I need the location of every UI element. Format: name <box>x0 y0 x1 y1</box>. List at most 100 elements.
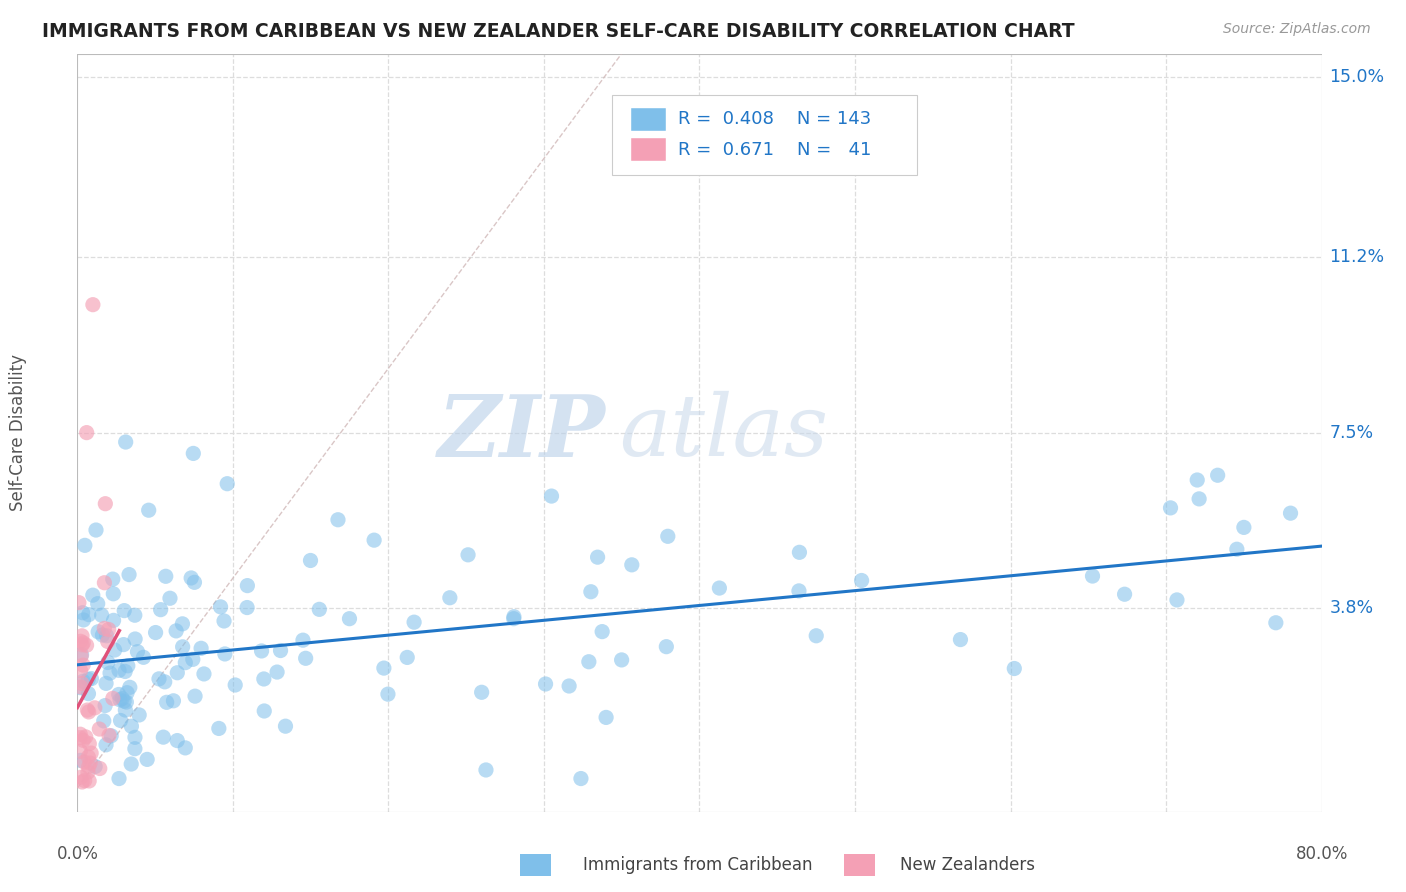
Point <box>591 624 613 639</box>
Point <box>1279 506 1302 520</box>
Point <box>114 665 136 679</box>
Point <box>94 676 117 690</box>
Text: Source: ZipAtlas.com: Source: ZipAtlas.com <box>1223 22 1371 37</box>
Point <box>108 664 131 678</box>
Point <box>93 575 115 590</box>
Point <box>120 757 142 772</box>
Point <box>181 446 204 460</box>
Point <box>91 628 114 642</box>
Point <box>180 571 202 585</box>
Point <box>299 553 322 567</box>
Point <box>112 694 135 708</box>
Point <box>209 599 232 614</box>
Point <box>90 608 112 623</box>
Point <box>250 644 273 658</box>
Point <box>253 704 276 718</box>
Point <box>100 729 122 743</box>
Point <box>77 774 100 789</box>
Point <box>1188 491 1211 506</box>
Point <box>127 645 149 659</box>
Text: 3.8%: 3.8% <box>1330 599 1374 617</box>
Point <box>128 708 150 723</box>
Point <box>103 613 125 627</box>
Text: atlas: atlas <box>619 392 828 474</box>
Point <box>174 656 197 670</box>
Point <box>69 634 91 648</box>
Point <box>115 695 138 709</box>
Point <box>579 584 602 599</box>
Point <box>138 503 160 517</box>
Point <box>373 661 395 675</box>
Point <box>101 691 124 706</box>
Point <box>190 641 212 656</box>
Point <box>132 650 155 665</box>
Point <box>124 632 146 646</box>
Point <box>112 638 135 652</box>
Point <box>124 741 146 756</box>
Point <box>70 770 93 784</box>
Point <box>80 672 103 686</box>
Point <box>72 606 94 620</box>
Point <box>108 693 131 707</box>
Point <box>69 680 91 694</box>
Point <box>76 638 98 652</box>
Point <box>949 632 972 647</box>
Point <box>86 597 108 611</box>
Point <box>149 602 172 616</box>
Point <box>152 730 174 744</box>
Point <box>214 647 236 661</box>
Point <box>80 746 103 760</box>
Point <box>72 733 94 747</box>
Point <box>503 609 526 624</box>
Point <box>1187 473 1209 487</box>
Point <box>1081 569 1104 583</box>
Point <box>70 676 93 690</box>
Point <box>69 753 91 767</box>
Point <box>76 425 98 440</box>
Text: IMMIGRANTS FROM CARIBBEAN VS NEW ZEALANDER SELF-CARE DISABILITY CORRELATION CHAR: IMMIGRANTS FROM CARIBBEAN VS NEW ZEALAND… <box>42 22 1074 41</box>
Point <box>439 591 461 605</box>
Point <box>787 583 810 598</box>
Point <box>103 587 125 601</box>
Point <box>115 686 138 700</box>
Point <box>69 681 91 695</box>
Point <box>111 691 134 706</box>
Point <box>534 677 557 691</box>
Point <box>97 623 120 637</box>
Point <box>578 655 600 669</box>
Point <box>851 574 873 588</box>
Point <box>93 714 115 728</box>
Point <box>70 629 93 643</box>
Point <box>471 685 494 699</box>
Point <box>69 731 91 745</box>
Point <box>789 545 811 559</box>
Point <box>404 615 426 630</box>
Point <box>208 722 231 736</box>
Bar <box>631 108 666 131</box>
Point <box>76 703 98 717</box>
Point <box>108 772 131 786</box>
Point <box>363 533 385 548</box>
Point <box>70 648 93 662</box>
Point <box>655 640 678 654</box>
Point <box>83 701 105 715</box>
Point <box>82 298 104 312</box>
Point <box>96 629 118 643</box>
Point <box>1264 615 1286 630</box>
Point <box>1166 593 1188 607</box>
Point <box>72 613 94 627</box>
Point <box>270 643 292 657</box>
Point <box>165 624 187 638</box>
Text: R =  0.671    N =   41: R = 0.671 N = 41 <box>678 141 872 159</box>
Point <box>69 727 91 741</box>
Point <box>118 567 141 582</box>
Text: 11.2%: 11.2% <box>1330 248 1385 267</box>
Point <box>148 672 170 686</box>
Point <box>308 602 330 616</box>
Point <box>709 581 731 595</box>
Point <box>183 575 205 590</box>
Point <box>110 714 132 728</box>
Point <box>136 752 159 766</box>
Point <box>166 665 188 680</box>
Point <box>377 687 399 701</box>
